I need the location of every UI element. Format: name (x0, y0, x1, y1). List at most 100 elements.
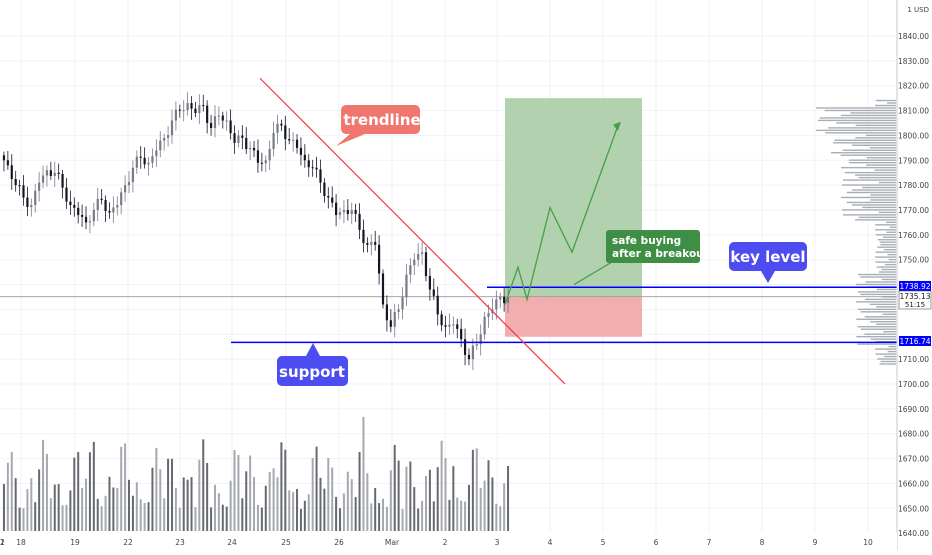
candle-body (358, 213, 361, 230)
profile-bar (879, 363, 896, 365)
profit-zone[interactable] (505, 98, 642, 297)
volume-bar (464, 501, 467, 531)
profile-bar (840, 154, 896, 156)
candle-body (73, 205, 76, 208)
candle-body (471, 345, 474, 360)
volume-bar (155, 447, 158, 531)
profile-bar (866, 164, 896, 166)
stop-loss-zone[interactable] (505, 296, 642, 337)
volume-bar (292, 491, 295, 531)
grid (0, 0, 897, 534)
trendline[interactable] (259, 77, 566, 385)
profile-bar (875, 256, 896, 258)
profile-bar (846, 201, 896, 204)
profile-bar (875, 348, 896, 350)
volume-bar (22, 508, 25, 531)
candle-body (448, 324, 451, 327)
projection-path[interactable] (504, 125, 619, 305)
profile-bar (819, 117, 896, 119)
candle-body (288, 139, 291, 141)
trendline-label[interactable]: trendline (336, 105, 421, 146)
volume-bar (116, 487, 119, 531)
volume-bar (159, 469, 162, 531)
volume-bar (34, 502, 37, 531)
profile-bar (841, 166, 896, 169)
candle-body (292, 139, 295, 141)
volume-bar (30, 478, 33, 531)
time-tick-label: 8 (760, 538, 765, 547)
candle-body (213, 116, 217, 128)
volume-bar (483, 480, 486, 531)
volume-bar (311, 458, 314, 531)
candle-body (393, 311, 396, 327)
volume-bar (315, 446, 318, 531)
profile-bar (841, 184, 896, 186)
profile-bar (870, 321, 896, 323)
profile-bar (857, 343, 896, 345)
candle-body (45, 170, 49, 176)
breakout-label[interactable]: safe buying after a breakout (606, 230, 709, 263)
volume-bar (256, 505, 259, 531)
volume-bar (190, 477, 193, 531)
volume-bar (303, 500, 306, 531)
volume-bar (18, 507, 21, 531)
candle-body (487, 313, 490, 317)
volume-bar (206, 462, 209, 531)
profile-bar (858, 176, 896, 179)
volume-bar (65, 504, 68, 531)
volume-bars (2, 416, 510, 531)
volume-bar (167, 458, 170, 531)
volume-bar (249, 455, 252, 531)
price-tick-label: 1710.00 (898, 355, 929, 364)
volume-bar (284, 449, 287, 531)
volume-bar (424, 475, 427, 531)
volume-bar (339, 508, 342, 531)
time-tick-label: 2 (443, 538, 448, 547)
candle-body (506, 296, 510, 303)
volume-bar (370, 503, 373, 531)
volume-bar (225, 506, 228, 531)
profile-bar (869, 147, 896, 149)
volume-bar (401, 508, 404, 531)
candle-body (280, 123, 283, 126)
time-axis[interactable]: 18192223242526Mar23456789101112 (0, 538, 873, 547)
support-label[interactable]: support (277, 343, 348, 386)
volume-bar (366, 473, 369, 531)
profile-bar (870, 194, 896, 196)
candle-body (483, 316, 486, 335)
price-tick-label: 1780.00 (898, 181, 929, 190)
time-tick-label: 11 (0, 538, 5, 547)
candle-body (338, 212, 342, 215)
volume-bar (503, 483, 506, 531)
candle-body (307, 160, 310, 168)
volume-bar (382, 498, 384, 531)
volume-bar (452, 466, 455, 531)
candle-body (170, 120, 174, 136)
candle-body (479, 334, 482, 345)
profile-bar (843, 179, 896, 181)
volume-bar (45, 453, 48, 531)
key-level-label[interactable]: key level (729, 242, 807, 283)
candle-body (401, 297, 404, 310)
volume-bar (288, 490, 291, 531)
volume-bar (440, 440, 443, 531)
price-axis[interactable]: 1640.00 1650.00 1660.00 1670.00 1680.00 1690.… (898, 32, 929, 538)
profile-bar (870, 199, 896, 201)
volume-bar (487, 460, 490, 531)
candle-body (53, 172, 56, 176)
candle-body (10, 165, 13, 180)
profile-bar (858, 216, 896, 219)
profile-bar (843, 214, 896, 216)
candle-body (2, 155, 6, 161)
profile-bar (887, 102, 896, 104)
candle-body (456, 324, 459, 329)
volume-bar (69, 490, 72, 531)
candle-body (38, 182, 41, 191)
price-tick-label: 1760.00 (898, 231, 929, 240)
time-tick-label: 9 (813, 538, 818, 547)
profile-bar (875, 234, 896, 236)
profile-bar (886, 231, 896, 233)
volume-bar (354, 497, 357, 531)
